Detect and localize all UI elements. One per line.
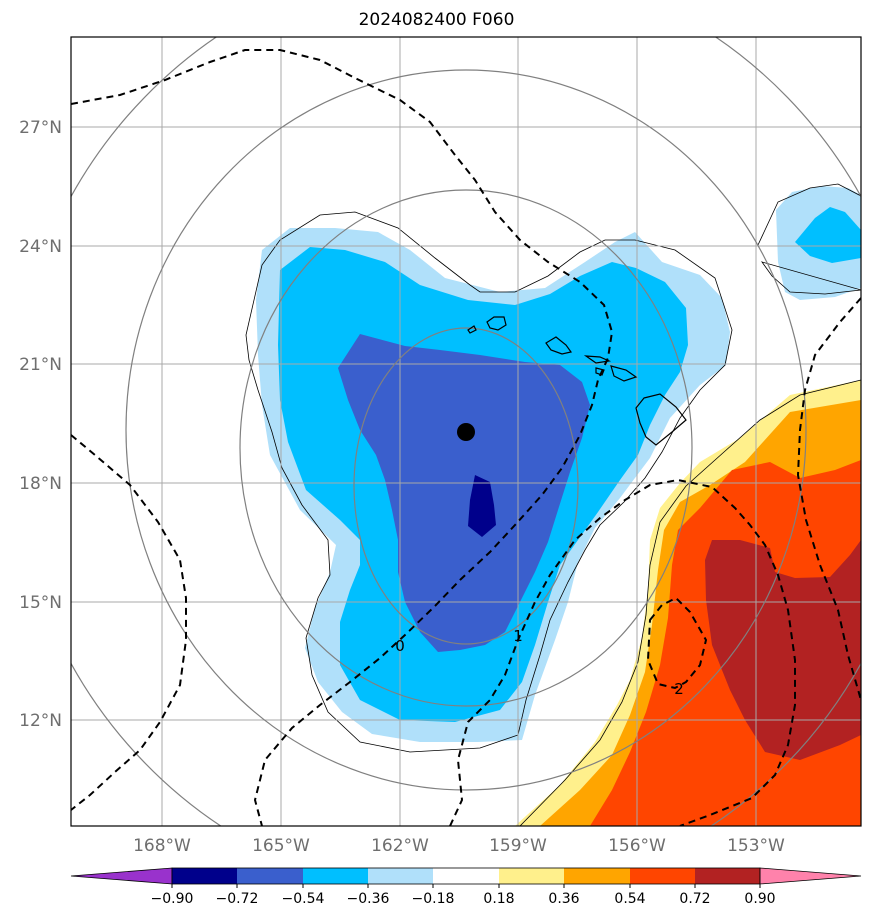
lat-tick-21n: 21°N	[19, 355, 62, 375]
lon-tick-165w: 165°W	[252, 836, 310, 856]
lon-tick-159w: 159°W	[489, 836, 547, 856]
map-title: 2024082400 F060	[358, 10, 515, 30]
colorbar-tick-label: 0.18	[483, 891, 514, 907]
graticule	[71, 37, 861, 826]
colorbar-segment	[499, 868, 564, 884]
plot-frame	[70, 36, 862, 827]
colorbar-tick-label: −0.72	[216, 891, 259, 907]
fill-dark-navy	[468, 475, 496, 537]
coastlines	[467, 316, 687, 446]
contour-outline-ne	[757, 183, 861, 295]
colorbar-segment	[303, 868, 368, 884]
colorbar-tick-label: −0.54	[282, 891, 325, 907]
lon-tick-153w: 153°W	[727, 836, 785, 856]
fill-firebrick	[705, 540, 861, 760]
lat-tick-24n: 24°N	[19, 237, 62, 257]
colorbar-tick-label: 0.36	[548, 891, 579, 907]
lat-tick-15n: 15°N	[19, 593, 62, 613]
colorbar-tick-label: −0.90	[151, 891, 194, 907]
range-rings	[71, 37, 861, 826]
latitude-axis: 27°N 24°N 21°N 18°N 15°N 12°N	[19, 118, 62, 731]
colorbar-segment	[630, 868, 695, 884]
contour-label-1: 1	[513, 627, 523, 645]
colorbar-tick-label: 0.90	[744, 891, 775, 907]
lon-tick-162w: 162°W	[371, 836, 429, 856]
colorbar-segment	[172, 868, 237, 884]
contour-label-2: 2	[674, 680, 684, 698]
lat-tick-12n: 12°N	[19, 711, 62, 731]
dashed-contours	[71, 49, 861, 826]
fill-royal-blue	[338, 334, 590, 652]
colorbar-outline	[171, 867, 761, 885]
lon-tick-168w: 168°W	[133, 836, 191, 856]
storm-center-marker	[457, 423, 475, 441]
colorbar-segment	[564, 868, 630, 884]
colorbar: −0.90 −0.72 −0.54 −0.36 −0.18 0.18 0.36 0.54 0.7…	[70, 867, 862, 907]
colorbar-segment	[237, 868, 303, 884]
longitude-axis: 168°W 165°W 162°W 159°W 156°W 153°W	[133, 836, 785, 856]
fill-ne-deep-sky	[795, 207, 861, 263]
contour-outline-west	[245, 211, 733, 753]
colorbar-tick-label: −0.36	[347, 891, 390, 907]
colorbar-segment	[368, 868, 433, 884]
lat-tick-27n: 27°N	[19, 118, 62, 138]
lon-tick-156w: 156°W	[608, 836, 666, 856]
map-plot-area: 0 1 2	[71, 37, 861, 826]
colorbar-segment	[433, 868, 499, 884]
colorbar-extend-low	[70, 867, 173, 885]
contour-label-0: 0	[395, 637, 405, 655]
lat-tick-18n: 18°N	[19, 474, 62, 494]
colorbar-tick-label: 0.54	[614, 891, 645, 907]
contour-outline-se	[519, 379, 861, 826]
colorbar-extend-high	[759, 867, 862, 885]
colorbar-segment	[695, 868, 760, 884]
colorbar-tick-label: −0.18	[412, 891, 455, 907]
colorbar-tick-label: 0.72	[679, 891, 710, 907]
